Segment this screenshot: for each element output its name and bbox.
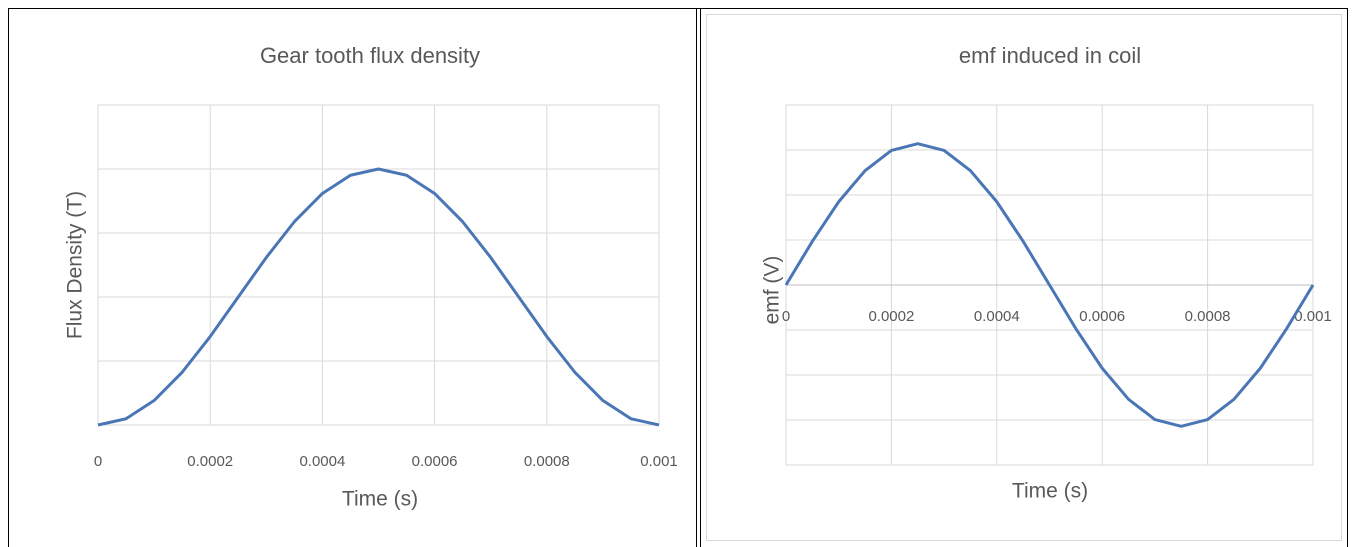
y-axis-label: emf (V)	[761, 256, 784, 325]
x-tick-label: 0.0008	[524, 453, 570, 470]
data-line	[784, 142, 1315, 428]
x-tick-label: 0.0006	[1079, 308, 1125, 325]
x-tick-label: 0.001	[1294, 308, 1332, 325]
chart-title: Gear tooth flux density	[260, 43, 480, 68]
x-axis-label: Time (s)	[1012, 480, 1088, 503]
x-tick-label: 0.0006	[412, 453, 458, 470]
y-axis-label: Flux Density (T)	[64, 191, 87, 339]
x-tick-label: 0.0002	[187, 453, 233, 470]
chart-frame	[706, 14, 1342, 541]
chart-title: emf induced in coil	[959, 43, 1141, 68]
x-tick-label: 0	[782, 308, 790, 325]
x-tick-label: 0	[94, 453, 102, 470]
x-tick-label: 0.0004	[299, 453, 345, 470]
x-tick-label: 0.001	[640, 453, 678, 470]
data-line	[97, 167, 660, 427]
x-tick-label: 0.0004	[974, 308, 1020, 325]
x-tick-label: 0.0008	[1185, 308, 1231, 325]
x-tick-label: 0.0002	[868, 308, 914, 325]
x-axis-label: Time (s)	[342, 488, 418, 511]
